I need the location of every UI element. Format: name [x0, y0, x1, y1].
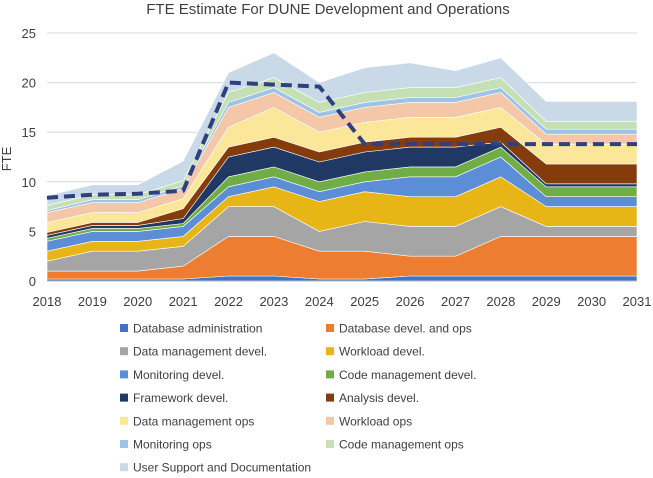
- legend-label: Workload devel.: [339, 345, 425, 359]
- x-tick-label: 2029: [532, 294, 561, 309]
- legend-swatch: [326, 416, 334, 425]
- legend: Database administration Database devel. a…: [120, 322, 476, 475]
- x-tick-label: 2020: [123, 294, 152, 309]
- y-tick-label: 20: [22, 76, 36, 91]
- legend-swatch: [326, 324, 334, 332]
- legend-label: User Support and Documentation: [133, 461, 311, 473]
- x-tick-label: 2031: [623, 294, 652, 309]
- legend-label: Monitoring devel.: [133, 368, 224, 382]
- legend-label: Database devel. and ops: [339, 322, 472, 336]
- y-axis-label: FTE: [0, 146, 14, 171]
- legend-swatch: [120, 347, 128, 356]
- x-tick-label: 2021: [169, 294, 198, 309]
- x-tick-label: 2024: [305, 294, 334, 309]
- x-tick-label: 2026: [396, 294, 425, 309]
- legend-label: Framework devel.: [133, 391, 228, 405]
- legend-item: Workload devel.: [326, 345, 425, 359]
- legend-swatch: [120, 393, 128, 402]
- x-tick-label: 2030: [577, 294, 606, 309]
- legend-item: Code management ops: [326, 438, 464, 452]
- x-tick-label: 2025: [350, 294, 379, 309]
- legend-item: Workload ops: [326, 414, 412, 428]
- legend-label: Data management devel.: [133, 345, 267, 359]
- legend-item: User Support and Documentation: [120, 461, 311, 475]
- legend-item: Monitoring ops: [120, 438, 212, 452]
- overlay-dashed-line: [46, 80, 637, 200]
- legend-swatch: [326, 393, 334, 402]
- x-tick-label: 2027: [441, 294, 470, 309]
- x-tick-label: 2028: [486, 294, 515, 309]
- legend-swatch: [326, 440, 334, 448]
- legend-item: Database administration: [120, 322, 262, 336]
- legend-item: Analysis devel.: [326, 391, 419, 405]
- y-tick-label: 0: [29, 274, 36, 289]
- legend-item: Framework devel.: [120, 391, 228, 405]
- x-tick-label: 2023: [259, 294, 288, 309]
- legend-label: Analysis devel.: [339, 391, 419, 405]
- legend-label: Data management ops: [133, 414, 254, 428]
- legend-item: Data management ops: [120, 414, 254, 428]
- legend-swatch: [120, 370, 128, 379]
- legend-label: Code management ops: [339, 438, 464, 452]
- y-tick-label: 10: [22, 175, 36, 190]
- y-tick-label: 5: [29, 224, 36, 239]
- chart-title: FTE Estimate For DUNE Development and Op…: [146, 1, 509, 18]
- legend-swatch: [120, 324, 128, 332]
- legend-swatch: [120, 440, 128, 448]
- legend-label: Workload ops: [339, 414, 412, 428]
- x-tick-label: 2022: [214, 294, 243, 309]
- legend-swatch: [326, 347, 334, 356]
- x-tick-label: 2019: [78, 294, 107, 309]
- y-tick-label: 15: [22, 125, 36, 140]
- legend-swatch: [120, 416, 128, 425]
- legend-swatch: [326, 370, 334, 379]
- legend-label: Monitoring ops: [133, 438, 212, 452]
- legend-item: Code management devel.: [326, 368, 476, 382]
- legend-item: Monitoring devel.: [120, 368, 224, 382]
- area-series-group: [46, 52, 638, 282]
- y-tick-label: 25: [22, 26, 36, 41]
- x-tick-label: 2018: [33, 294, 62, 309]
- overlay-line-group: [46, 80, 637, 200]
- legend-swatch: [120, 463, 128, 472]
- legend-label: Database administration: [133, 322, 262, 336]
- legend-item: Database devel. and ops: [326, 322, 472, 336]
- legend-item: Data management devel.: [120, 345, 267, 359]
- legend-label: Code management devel.: [339, 368, 476, 382]
